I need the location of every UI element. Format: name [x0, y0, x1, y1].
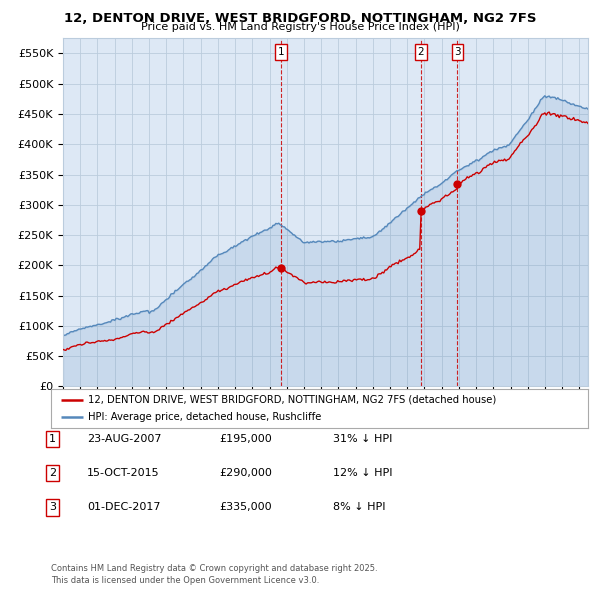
Text: 3: 3: [454, 47, 461, 57]
Text: £335,000: £335,000: [219, 503, 272, 512]
Text: £290,000: £290,000: [219, 468, 272, 478]
Text: Price paid vs. HM Land Registry's House Price Index (HPI): Price paid vs. HM Land Registry's House …: [140, 22, 460, 32]
Text: 31% ↓ HPI: 31% ↓ HPI: [333, 434, 392, 444]
Text: 23-AUG-2007: 23-AUG-2007: [87, 434, 161, 444]
Text: £195,000: £195,000: [219, 434, 272, 444]
Text: 12% ↓ HPI: 12% ↓ HPI: [333, 468, 392, 478]
Text: 8% ↓ HPI: 8% ↓ HPI: [333, 503, 386, 512]
Text: 12, DENTON DRIVE, WEST BRIDGFORD, NOTTINGHAM, NG2 7FS (detached house): 12, DENTON DRIVE, WEST BRIDGFORD, NOTTIN…: [88, 395, 496, 405]
Text: 15-OCT-2015: 15-OCT-2015: [87, 468, 160, 478]
Text: 3: 3: [49, 503, 56, 512]
Text: 12, DENTON DRIVE, WEST BRIDGFORD, NOTTINGHAM, NG2 7FS: 12, DENTON DRIVE, WEST BRIDGFORD, NOTTIN…: [64, 12, 536, 25]
Text: 01-DEC-2017: 01-DEC-2017: [87, 503, 161, 512]
Text: 1: 1: [277, 47, 284, 57]
Text: 1: 1: [49, 434, 56, 444]
Text: 2: 2: [49, 468, 56, 478]
Text: 2: 2: [418, 47, 424, 57]
Text: HPI: Average price, detached house, Rushcliffe: HPI: Average price, detached house, Rush…: [88, 412, 321, 422]
Text: Contains HM Land Registry data © Crown copyright and database right 2025.
This d: Contains HM Land Registry data © Crown c…: [51, 565, 377, 585]
